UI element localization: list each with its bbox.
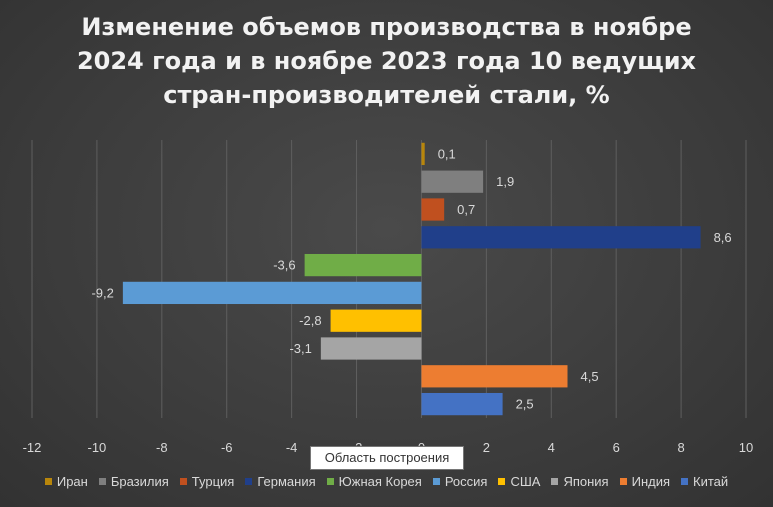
bar-10[interactable] <box>421 392 503 416</box>
legend-item[interactable]: Южная Корея <box>326 473 422 489</box>
legend-swatch <box>245 477 253 485</box>
legend-swatch <box>44 477 52 485</box>
x-tick-label: -8 <box>156 440 168 455</box>
legend-label: Бразилия <box>110 473 169 489</box>
bar-7[interactable] <box>330 309 422 332</box>
legend-item[interactable]: Китай <box>681 474 728 489</box>
data-label: -2,8 <box>299 313 321 328</box>
bar-5[interactable] <box>304 253 422 277</box>
legend-item[interactable]: Иран <box>44 473 88 489</box>
data-label: 1,9 <box>496 174 514 189</box>
legend: Иран Бразилия Турция Германия Южная Корея Рос… <box>0 472 773 490</box>
legend-label: США <box>510 473 541 489</box>
chart-title-line: стран-производителей стали, % <box>163 81 610 109</box>
bar-4[interactable] <box>421 226 701 249</box>
legend-label: Германия <box>257 473 316 489</box>
legend-swatch <box>432 477 440 485</box>
data-label: -3,1 <box>289 341 311 356</box>
x-tick-label: 8 <box>677 440 684 455</box>
bar-6[interactable] <box>122 281 422 305</box>
legend-swatch <box>98 477 106 485</box>
data-label: 8,6 <box>714 230 732 245</box>
bar-2[interactable] <box>421 170 484 193</box>
bar-3[interactable] <box>421 198 445 221</box>
data-label: 0,7 <box>457 202 475 217</box>
data-label: 0,1 <box>438 146 456 161</box>
data-label: 2,5 <box>516 397 534 412</box>
legend-swatch <box>619 477 627 485</box>
x-tick-label: 2 <box>483 440 490 455</box>
x-tick-label: -6 <box>221 440 233 455</box>
legend-label: Индия <box>631 473 671 489</box>
data-label: -9,2 <box>91 285 113 300</box>
legend-item[interactable]: Россия <box>432 473 488 489</box>
legend-item[interactable]: Германия <box>245 473 316 489</box>
chart-title-line: Изменение объемов производства в ноябре <box>81 13 692 41</box>
legend-item[interactable]: Турция <box>179 473 235 489</box>
legend-swatch <box>498 477 506 485</box>
legend-item[interactable]: США <box>498 474 540 489</box>
data-label: 4,5 <box>581 369 599 384</box>
legend-label: Китай <box>693 473 729 489</box>
chart-title-line: 2024 года и в ноябре 2023 года 10 ведущи… <box>76 47 697 75</box>
chart-title: Изменение объемов производства в ноябре … <box>60 10 713 112</box>
legend-label: Россия <box>444 473 488 489</box>
x-tick-label: -10 <box>88 440 107 455</box>
legend-swatch <box>179 477 187 485</box>
legend-label: Иран <box>56 473 88 489</box>
bar-9[interactable] <box>421 365 568 388</box>
legend-swatch <box>681 477 689 485</box>
legend-item[interactable]: Бразилия <box>98 473 169 489</box>
x-tick-label: -12 <box>23 440 42 455</box>
bar-8[interactable] <box>320 337 422 360</box>
legend-swatch <box>551 477 559 485</box>
bar-1[interactable] <box>421 142 425 166</box>
plot-area-tooltip: Область построения <box>310 446 464 470</box>
legend-label: Южная Корея <box>338 473 422 489</box>
legend-label: Япония <box>563 473 609 489</box>
x-tick-label: -4 <box>286 440 298 455</box>
legend-item[interactable]: Япония <box>551 473 609 489</box>
x-tick-label: 6 <box>613 440 620 455</box>
legend-item[interactable]: Индия <box>619 473 671 489</box>
legend-label: Турция <box>191 473 235 489</box>
data-label: -3,6 <box>273 258 295 273</box>
x-tick-label: 10 <box>739 440 753 455</box>
x-tick-label: 4 <box>548 440 555 455</box>
legend-swatch <box>326 477 334 485</box>
